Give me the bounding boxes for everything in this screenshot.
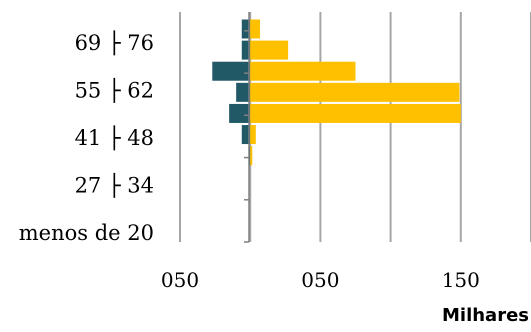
category-label-3: 55 ├ 62 (75, 78, 154, 104)
bar-series1-9 (250, 19, 261, 39)
x-tick-label-2: 150 (442, 268, 480, 292)
bars (212, 19, 461, 166)
category-label-0: menos de 20 (19, 221, 154, 245)
bar-series1-8 (250, 40, 289, 60)
bar-series0-7 (212, 61, 251, 81)
category-label-4: 69 ├ 76 (75, 30, 154, 56)
bar-series1-5 (250, 103, 461, 123)
value-axis-labels: 050 050 150 (161, 268, 480, 292)
bar-series0-8 (241, 40, 251, 60)
value-axis-unit-label: Milhares (442, 305, 529, 326)
bar-series0-5 (229, 103, 251, 123)
bar-series1-7 (250, 61, 356, 81)
category-label-1: 27 ├ 34 (75, 173, 154, 199)
bar-series0-6 (236, 82, 251, 102)
bar-series1-3 (250, 146, 253, 166)
bar-series0-3 (249, 146, 251, 166)
gridlines (179, 12, 531, 242)
bar-series0-9 (241, 19, 251, 39)
bar-series1-6 (250, 82, 460, 102)
bar-series0-4 (241, 125, 251, 145)
x-tick-label-0: 050 (161, 268, 199, 292)
bar-series1-4 (250, 125, 256, 145)
category-axis-labels: menos de 20 27 ├ 34 41 ├ 48 55 ├ 62 69 ├ 76 (19, 30, 154, 245)
x-tick-label-1: 050 (301, 268, 339, 292)
category-label-2: 41 ├ 48 (75, 125, 154, 151)
category-axis-ticks (244, 30, 249, 243)
